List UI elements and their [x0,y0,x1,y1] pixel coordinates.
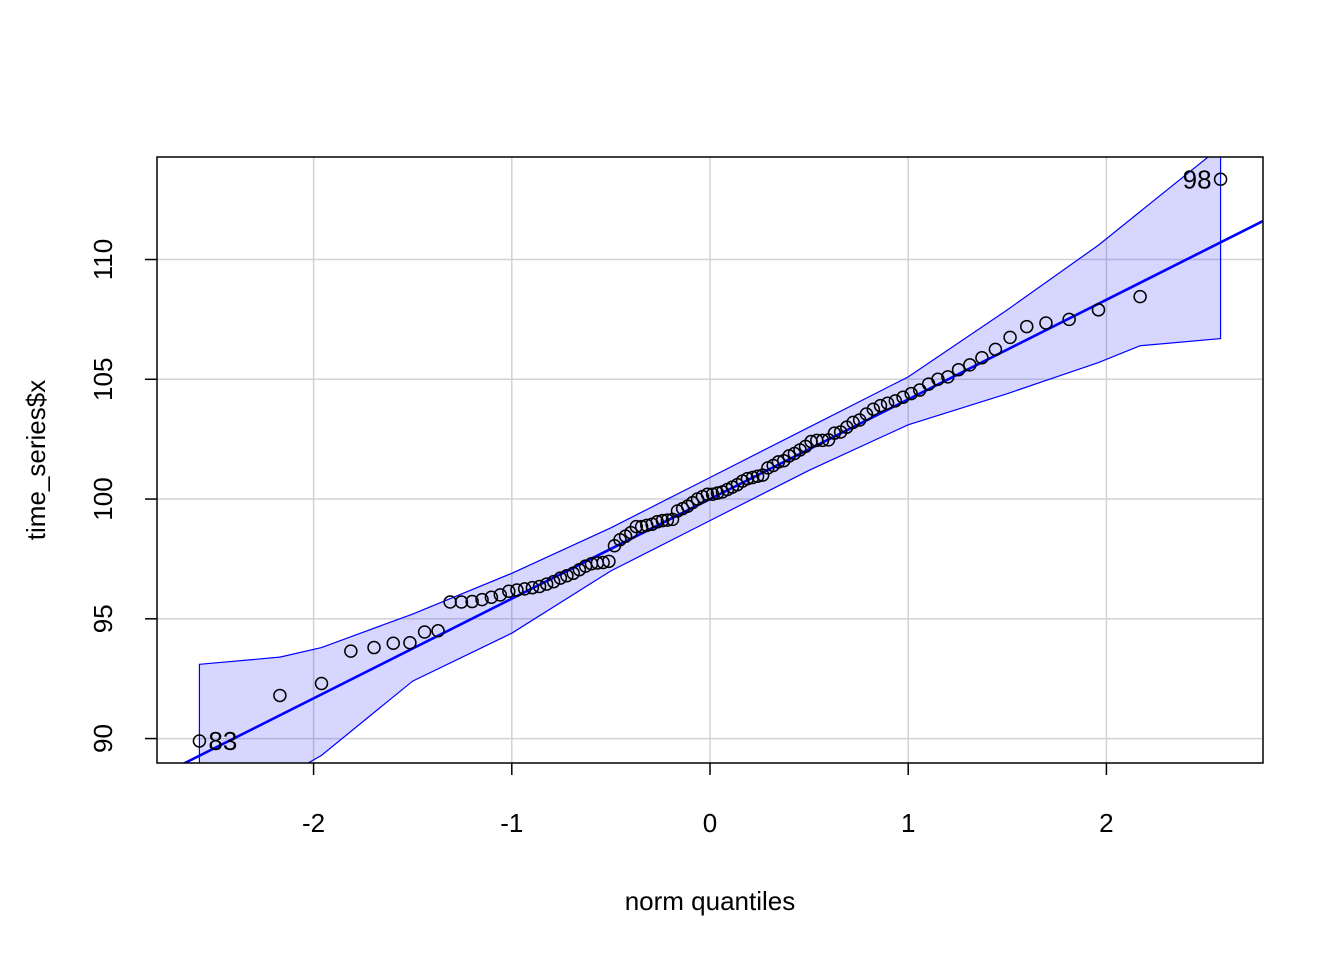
point [539,577,554,591]
point [431,624,445,638]
point [941,370,955,384]
plot-area [182,157,1263,763]
point [896,390,910,404]
point [454,595,469,609]
x-tick-label: 0 [703,808,717,838]
point [660,513,675,527]
point [931,372,945,387]
point [417,625,432,639]
point [465,594,479,609]
point [367,640,381,655]
point-label: 83 [208,726,237,756]
y-tick-label: 105 [88,358,118,401]
point [745,470,760,485]
point [553,571,568,585]
point [740,471,755,486]
point [629,519,644,534]
point [517,582,532,596]
point [602,554,616,569]
point [525,580,540,595]
point [1062,312,1076,327]
y-tick-label: 100 [88,477,118,520]
x-tick-label: 2 [1099,808,1113,838]
point [951,362,966,377]
axes: -2 -1 0 1 2 90 95 100 105 110 [88,239,1114,838]
point-label: 98 [1183,164,1212,194]
point [484,590,499,604]
point [846,415,860,430]
point [192,734,207,748]
point [314,676,329,691]
point [1019,319,1034,334]
y-tick-label: 95 [88,604,118,633]
point [493,588,508,602]
point [386,636,401,650]
point [705,487,720,502]
point [596,555,610,570]
point [1003,330,1017,345]
point [650,515,665,529]
point [880,396,895,410]
point [904,386,918,401]
point [403,636,417,650]
point [771,455,786,469]
point [560,568,574,583]
x-tick-label: -2 [302,808,325,838]
point [273,688,287,703]
x-axis-title: norm quantiles [625,886,796,916]
point [546,574,561,589]
point [1091,303,1106,317]
point [988,342,1003,357]
point [700,487,715,502]
point [344,644,358,658]
x-tick-label: -1 [500,808,523,838]
confidence-band [198,157,1222,763]
point [827,426,842,440]
point [634,519,649,534]
point [510,583,524,597]
point [888,394,903,408]
point [815,433,830,448]
point [475,592,489,607]
point [975,350,989,365]
point [866,402,881,416]
point [1133,289,1147,304]
y-axis-title: time_series$x [21,380,51,540]
x-tick-label: 1 [901,808,915,838]
y-tick-label: 90 [88,724,118,753]
point [1039,316,1053,330]
y-tick-label: 110 [88,239,118,280]
point [532,579,547,594]
point [859,407,874,421]
point [502,584,516,599]
point [873,398,888,413]
point [750,469,765,484]
point [963,358,977,372]
point [1213,172,1228,187]
point [655,513,670,528]
